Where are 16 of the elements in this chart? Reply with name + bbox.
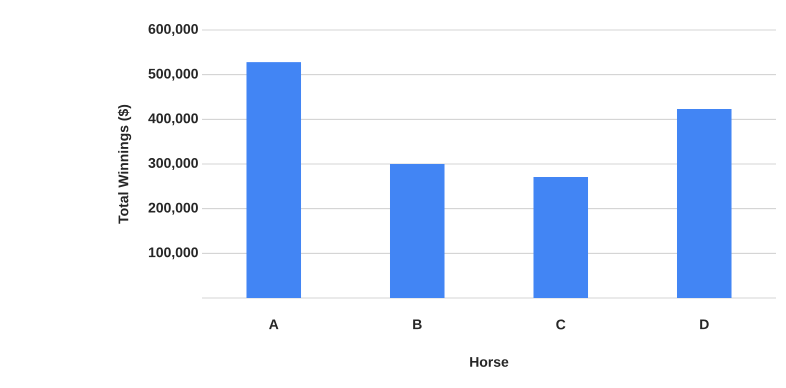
- x-tick-label: B: [413, 320, 422, 330]
- x-axis-title: Horse: [470, 357, 508, 367]
- y-axis-title: Total Winnings ($): [118, 104, 132, 224]
- x-tick-label: C: [556, 320, 566, 330]
- y-tick-label: 100,000: [148, 247, 198, 260]
- x-tick-label: A: [269, 320, 278, 330]
- y-tick-label: 500,000: [148, 68, 198, 81]
- y-tick-label: 200,000: [148, 202, 198, 215]
- y-tick-label: 400,000: [148, 113, 198, 126]
- y-tick-label: 300,000: [148, 158, 198, 170]
- bar: [246, 62, 302, 298]
- y-tick-label: 600,000: [148, 24, 198, 36]
- bar: [533, 176, 588, 298]
- bar: [676, 109, 732, 298]
- x-tick-label: D: [700, 320, 709, 330]
- bar: [390, 164, 445, 298]
